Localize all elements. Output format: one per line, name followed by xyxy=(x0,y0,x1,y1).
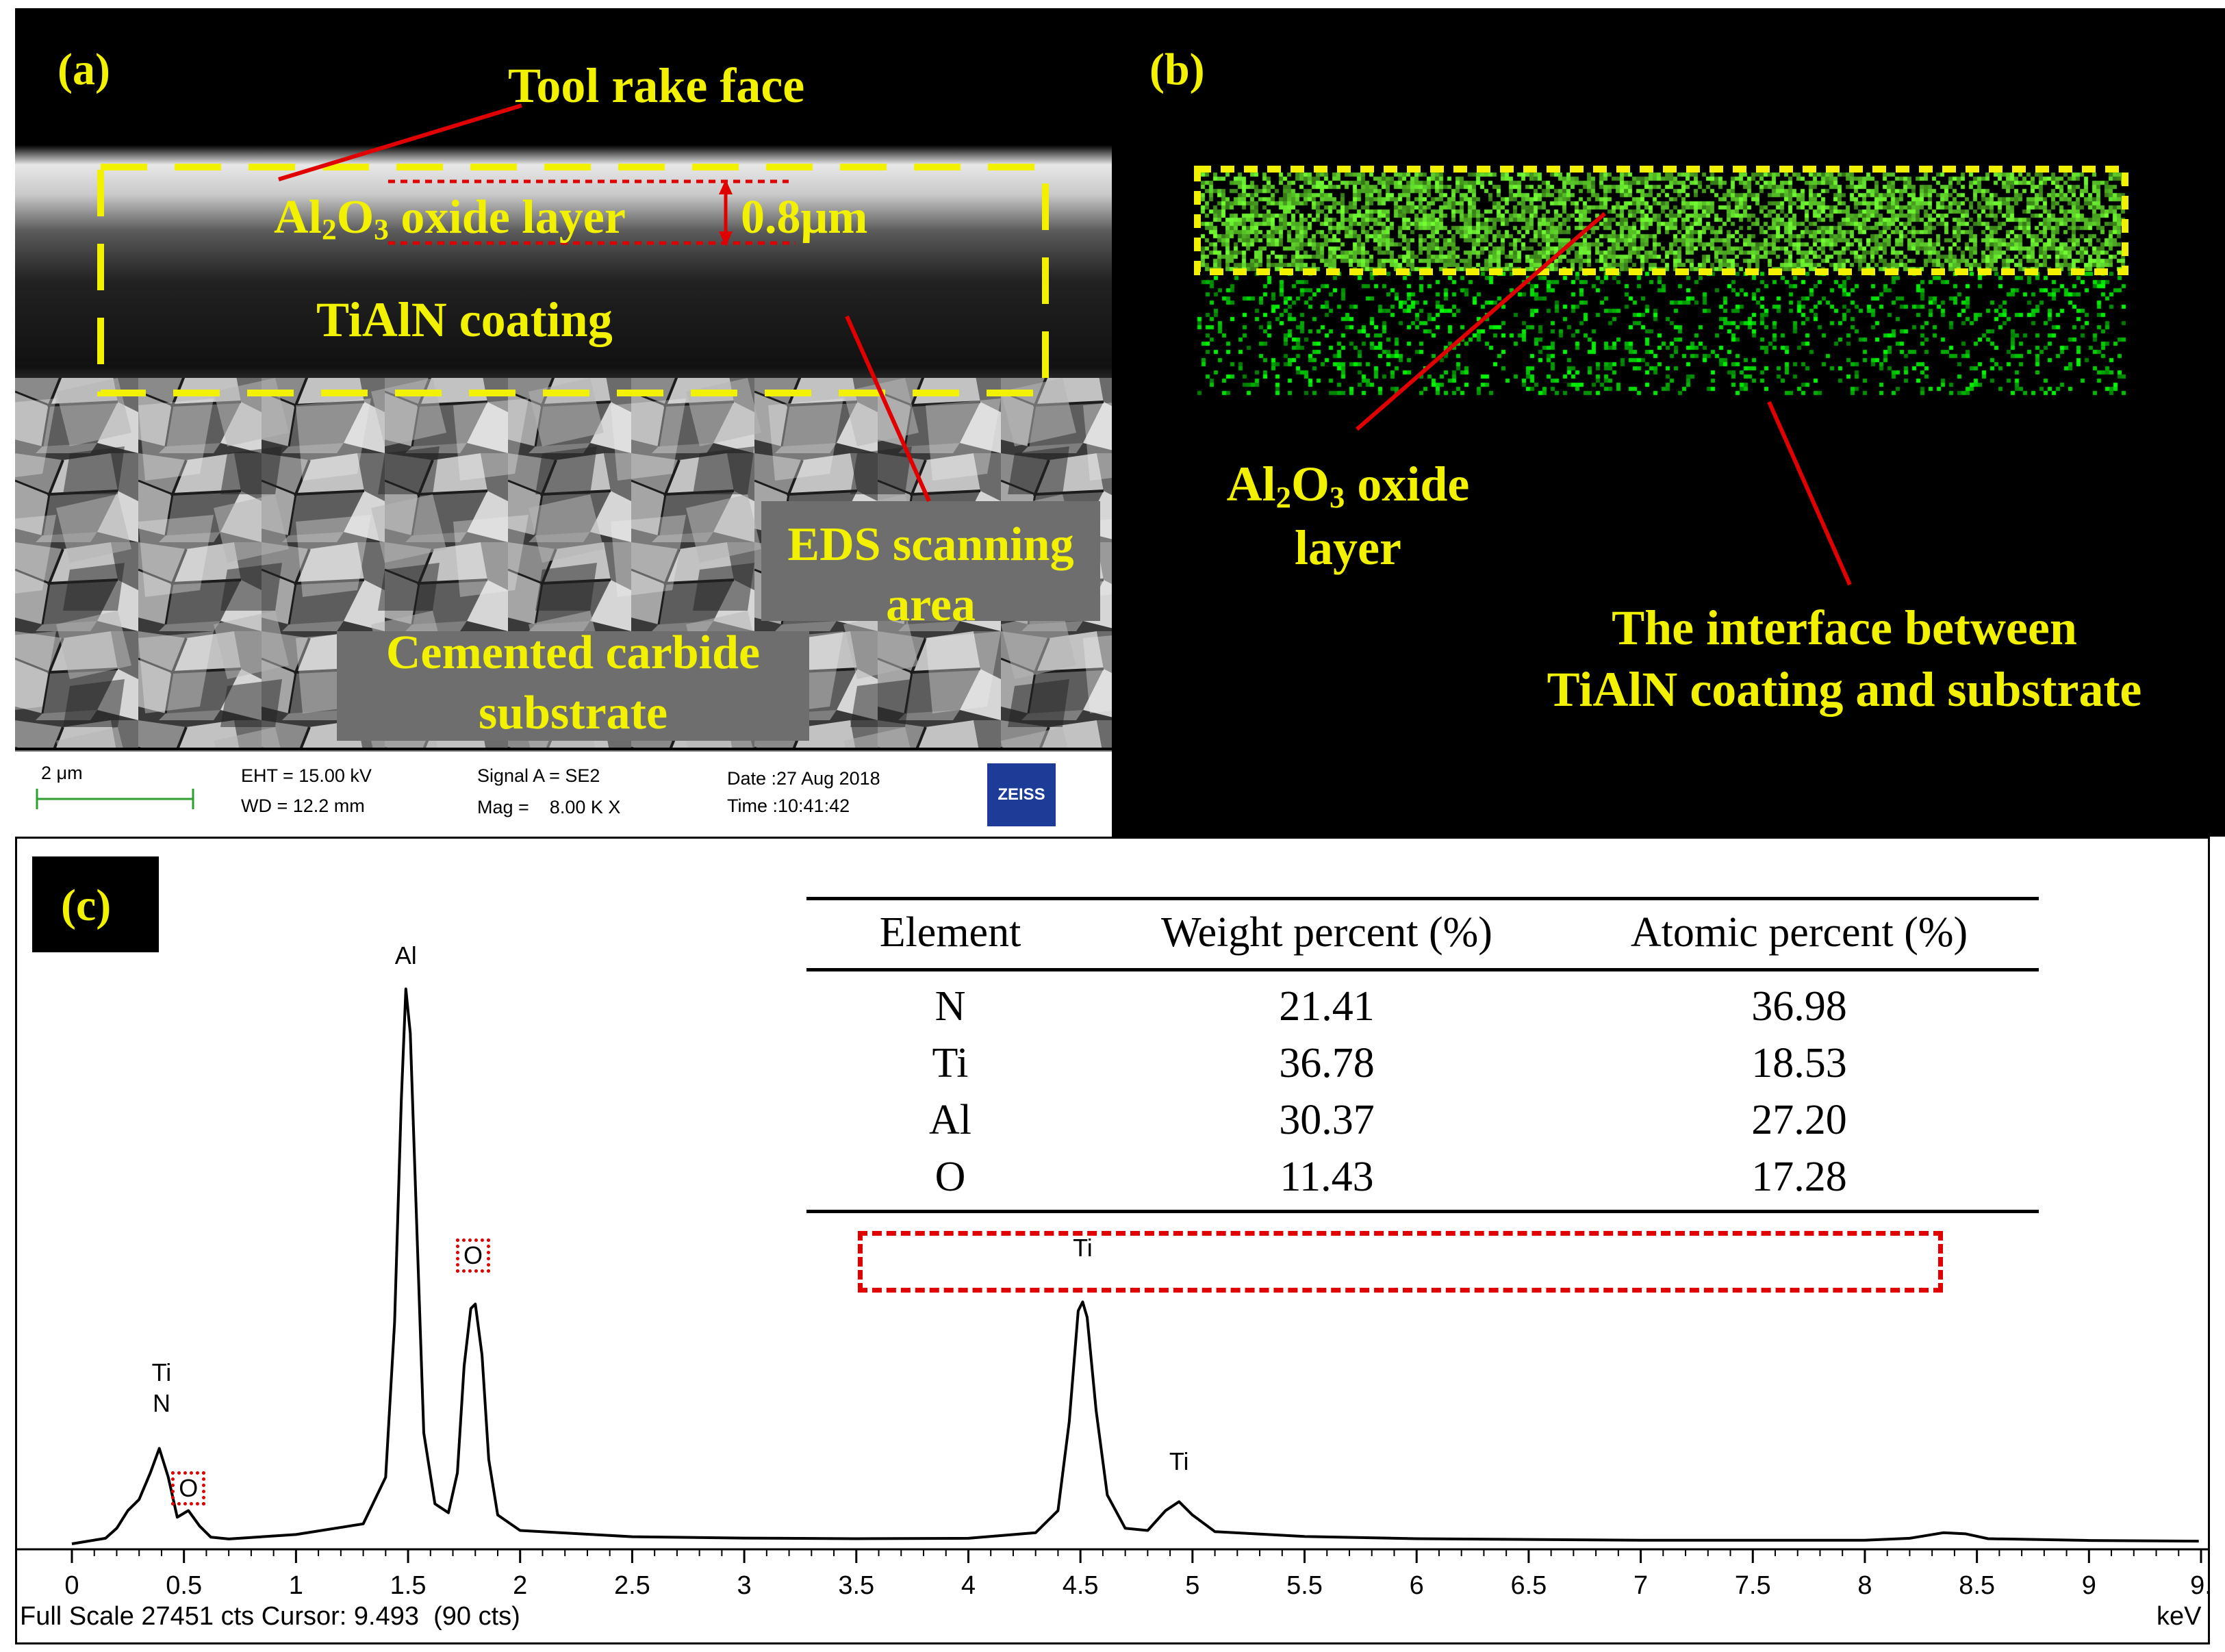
oxide-layer-label: Al2O3 oxide layer xyxy=(274,191,626,246)
eds-area-label: EDS scanning area xyxy=(787,518,1074,631)
panel-a-sem-image: (a) Tool rake face Al2O3 oxide layer 0.8… xyxy=(15,8,1112,837)
peak-label: Ti xyxy=(1073,1234,1093,1262)
x-axis-unit: keV xyxy=(2157,1602,2202,1631)
table-cell: 30.37 xyxy=(1279,1097,1375,1143)
x-tick-label: 0 xyxy=(64,1571,79,1600)
panel-c-label: (c) xyxy=(61,880,112,930)
x-tick-label: 9. xyxy=(2190,1571,2210,1600)
peak-label: O xyxy=(455,1238,490,1273)
x-tick-label: 5 xyxy=(1185,1571,1200,1600)
x-tick-label: 4.5 xyxy=(1062,1571,1099,1600)
panel-c-label-box: (c) xyxy=(32,856,159,952)
x-tick-label: 6 xyxy=(1409,1571,1424,1600)
eds-aluminum-map xyxy=(1112,8,2225,837)
composition-table: Element Weight percent (%) Atomic percen… xyxy=(806,900,2039,1213)
table-cell: 11.43 xyxy=(1280,1154,1374,1200)
scale-bar-label: 2 μm xyxy=(41,763,83,783)
table-row: Al 30.37 27.20 xyxy=(806,1092,2039,1149)
table-cell: 36.98 xyxy=(1751,983,1847,1030)
mag-value: Mag = 8.00 K X xyxy=(477,797,621,817)
panel-b-eds-map: (b) Al2O3 oxide layer The interface betw… xyxy=(1112,8,2225,837)
x-tick-label: 5.5 xyxy=(1286,1571,1323,1600)
x-tick-label: 1 xyxy=(288,1571,303,1600)
table-cell: 21.41 xyxy=(1279,983,1375,1030)
table-header-atomic: Atomic percent (%) xyxy=(1630,909,1968,956)
substrate-label: Cemented carbide substrate xyxy=(385,626,761,739)
eds-oxide-layer-label: Al2O3 oxide layer xyxy=(1226,457,1470,575)
peak-label: Ti xyxy=(1169,1447,1189,1475)
zeiss-logo: ZEISS xyxy=(987,763,1056,826)
wd-value: WD = 12.2 mm xyxy=(241,796,365,816)
tialn-coating-label: TiAlN coating xyxy=(316,292,613,347)
thickness-label: 0.8μm xyxy=(741,191,868,244)
x-tick-label: 3.5 xyxy=(838,1571,875,1600)
x-tick-label: 4 xyxy=(961,1571,976,1600)
eds-spectrum-plot xyxy=(17,987,2208,1563)
table-cell: 36.78 xyxy=(1279,1040,1375,1086)
tool-rake-face-label: Tool rake face xyxy=(508,58,805,113)
x-tick-label: 7.5 xyxy=(1734,1571,1771,1600)
eht-value: EHT = 15.00 kV xyxy=(241,765,372,786)
table-row: Ti 36.78 18.53 xyxy=(806,1035,2039,1092)
peak-label: Al xyxy=(394,941,417,969)
table-cell: 27.20 xyxy=(1751,1097,1847,1143)
composition-table-wrap: Element Weight percent (%) Atomic percen… xyxy=(806,897,2039,1293)
x-tick-label: 8 xyxy=(1857,1571,1872,1600)
time-value: Time :10:41:42 xyxy=(727,796,850,816)
table-cell: O xyxy=(934,1154,966,1200)
table-header-weight: Weight percent (%) xyxy=(1161,909,1492,956)
x-tick-label: 0.5 xyxy=(166,1571,203,1600)
table-header-row: Element Weight percent (%) Atomic percen… xyxy=(806,900,2039,970)
peak-label: O xyxy=(171,1471,206,1506)
table-row: N 21.41 36.98 xyxy=(806,970,2039,1036)
x-tick-label: 2.5 xyxy=(613,1571,650,1600)
spectrum-footer-info: Full Scale 27451 cts Cursor: 9.493 (90 c… xyxy=(20,1602,520,1631)
table-row-highlighted: O 11.43 17.28 xyxy=(806,1149,2039,1212)
table-cell: Al xyxy=(929,1097,971,1143)
interface-label: The interface between TiAlN coating and … xyxy=(1547,600,2142,717)
x-tick-label: 7 xyxy=(1633,1571,1649,1600)
table-cell: Ti xyxy=(932,1040,969,1086)
oxygen-row-highlight xyxy=(858,1231,1943,1293)
x-tick-label: 1.5 xyxy=(390,1571,427,1600)
table-cell: N xyxy=(934,983,966,1030)
date-value: Date :27 Aug 2018 xyxy=(727,768,880,789)
panel-b-label: (b) xyxy=(1149,45,1205,94)
sem-micrograph xyxy=(15,8,1112,837)
table-cell: 18.53 xyxy=(1751,1040,1847,1086)
signal-value: Signal A = SE2 xyxy=(477,765,600,786)
table-cell: 17.28 xyxy=(1751,1154,1847,1200)
x-tick-label: 3 xyxy=(737,1571,752,1600)
x-tick-label: 2 xyxy=(513,1571,528,1600)
panel-a-label: (a) xyxy=(58,45,110,94)
spectrum-line xyxy=(71,987,2199,1545)
table-header-element: Element xyxy=(879,909,1021,956)
x-tick-label: 9 xyxy=(2081,1571,2096,1600)
x-tick-label: 6.5 xyxy=(1510,1571,1547,1600)
x-tick-label: 8.5 xyxy=(1959,1571,1996,1600)
panel-c-eds-spectrum: (c) Element Weight percent (%) Atomic pe… xyxy=(15,837,2210,1644)
peak-label: N xyxy=(152,1389,170,1418)
peak-label: Ti xyxy=(151,1358,172,1387)
